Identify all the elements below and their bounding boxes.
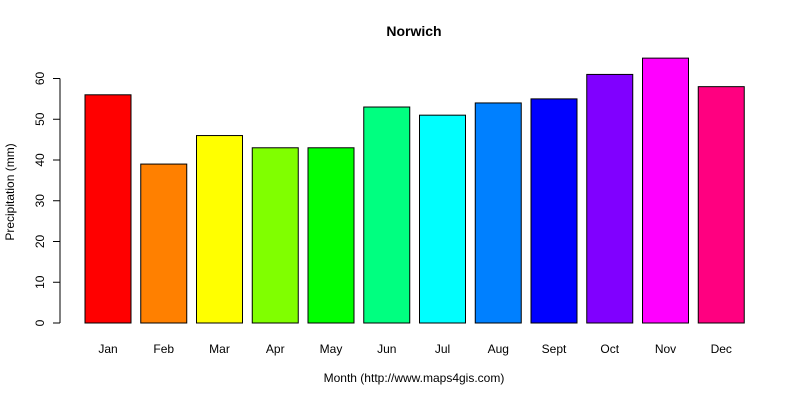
bars bbox=[84, 57, 745, 324]
bar-nov bbox=[642, 57, 689, 324]
y-tick-label: 0 bbox=[33, 319, 47, 326]
y-tick-label: 30 bbox=[33, 194, 47, 208]
chart-title: Norwich bbox=[386, 23, 441, 39]
x-tick-label: Feb bbox=[153, 342, 174, 356]
bar-jul bbox=[419, 114, 466, 324]
x-tick-label: Apr bbox=[266, 342, 285, 356]
bar-apr bbox=[251, 147, 299, 324]
x-tick-label: Mar bbox=[209, 342, 230, 356]
bar-mar bbox=[196, 135, 243, 324]
x-tick-label: Nov bbox=[655, 342, 676, 356]
bar-sept bbox=[530, 98, 578, 324]
bar-aug bbox=[474, 102, 522, 324]
x-axis-ticks: Jan Feb Mar Apr May Jun Jul Aug Sept Oct Nov Dec bbox=[98, 342, 732, 356]
y-axis-label: Precipitation (mm) bbox=[3, 143, 17, 240]
y-tick-label: 20 bbox=[33, 235, 47, 249]
bar-oct bbox=[586, 73, 634, 324]
y-tick-label: 50 bbox=[33, 112, 47, 126]
x-tick-label: Jul bbox=[435, 342, 450, 356]
y-tick-label: 60 bbox=[33, 72, 47, 86]
x-tick-label: May bbox=[320, 342, 343, 356]
x-tick-label: Jan bbox=[98, 342, 117, 356]
y-axis: 0 10 20 30 40 50 60 bbox=[33, 72, 61, 326]
bar-may bbox=[307, 147, 355, 324]
x-tick-label: Sept bbox=[542, 342, 567, 356]
bar-dec bbox=[697, 86, 745, 324]
x-tick-label: Jun bbox=[377, 342, 396, 356]
x-tick-label: Dec bbox=[711, 342, 732, 356]
x-tick-label: Oct bbox=[600, 342, 619, 356]
bar-jan bbox=[84, 94, 132, 324]
y-tick-label: 10 bbox=[33, 275, 47, 289]
y-tick-label: 40 bbox=[33, 153, 47, 167]
bar-feb bbox=[140, 163, 188, 324]
x-tick-label: Aug bbox=[488, 342, 509, 356]
x-axis-label: Month (http://www.maps4gis.com) bbox=[324, 371, 505, 385]
bar-jun bbox=[363, 106, 411, 324]
